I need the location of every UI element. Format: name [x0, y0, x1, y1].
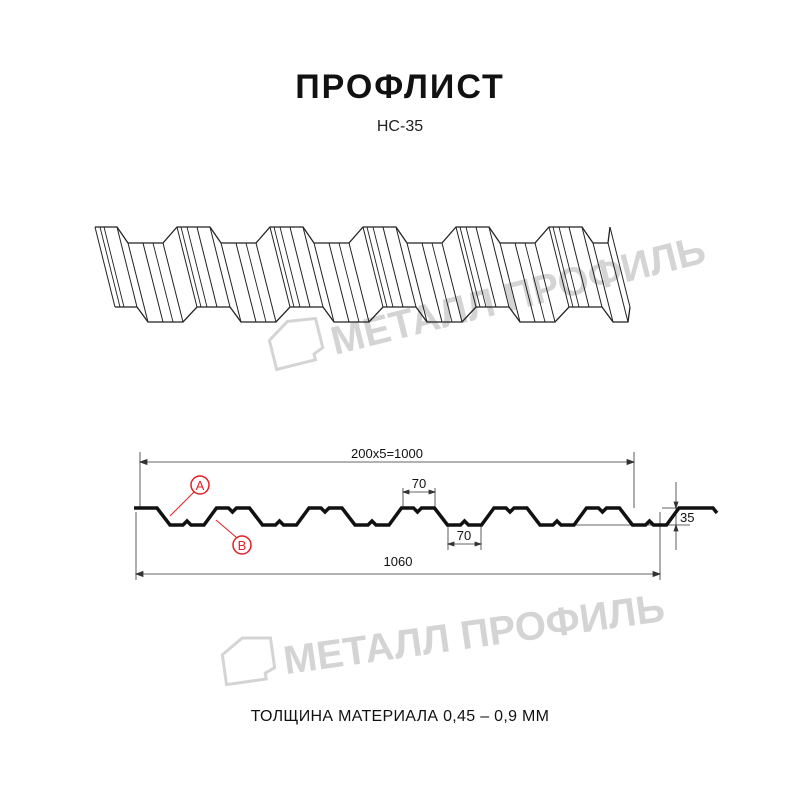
sheet-rib-line	[279, 226, 301, 308]
sheet-fold-line	[382, 226, 404, 308]
sheet-fold-line	[581, 226, 603, 308]
marker-b-label: B	[238, 538, 247, 553]
sheet-fold-line	[395, 226, 417, 308]
sheet-rib-line	[431, 242, 453, 323]
page-title: ПРОФЛИСТ	[295, 68, 505, 106]
sheet-top-edge	[95, 226, 611, 244]
sheet-fold-line	[209, 226, 231, 308]
pitch-dimension-label: 200x5=1000	[351, 446, 423, 461]
sheet-rib-line	[552, 226, 574, 308]
sheet-fold-line	[607, 242, 629, 323]
sheet-fold-line	[220, 242, 242, 323]
sheet-fold-line	[328, 242, 350, 323]
dimension-lines	[134, 452, 690, 580]
sheet-rib-line	[273, 226, 295, 308]
sheet-rib-line	[558, 226, 580, 308]
marker-a: A	[169, 475, 210, 517]
sheet-fold-line	[362, 226, 384, 308]
sheet-fold-line	[176, 226, 198, 308]
sheet-rib-line	[152, 242, 174, 323]
sheet-fold-line	[127, 242, 149, 323]
sheet-fold-line	[313, 242, 335, 323]
sheet-fold-line	[499, 242, 521, 323]
sheet-fold-line	[94, 226, 116, 308]
height-label: 35	[680, 510, 694, 525]
sheet-rib-line	[338, 242, 360, 323]
sheet-fold-line	[548, 226, 570, 308]
sheet-fold-line	[406, 242, 428, 323]
sheet-fold-line	[488, 226, 510, 308]
sheet-fold-line	[348, 242, 370, 323]
marker-a-label: A	[196, 478, 205, 493]
marker-b: B	[215, 519, 252, 555]
sheet-fold-line	[534, 242, 556, 323]
sheet-fold-line	[289, 226, 311, 308]
sheet-fold-line	[592, 242, 614, 323]
sheet-rib-line	[459, 226, 481, 308]
profile-cross-section	[134, 506, 719, 527]
sheet-rib-line	[372, 226, 394, 308]
sheet-rib-line	[524, 242, 546, 323]
sheet-fold-line	[302, 226, 324, 308]
watermark-text: МЕТАЛЛ ПРОФИЛЬ	[281, 586, 668, 683]
profile-model: НС-35	[376, 118, 424, 135]
sheet-rib-line	[103, 226, 125, 308]
sheet-fold-line	[609, 226, 631, 308]
sheet-rib-line	[366, 226, 388, 308]
sheet-fold-line	[142, 242, 164, 323]
sheet-fold-line	[116, 226, 138, 308]
sheet-rib-line	[465, 226, 487, 308]
sheet-fold-line	[441, 242, 463, 323]
sheet-fold-line	[255, 242, 277, 323]
sheet-3d-view	[94, 226, 631, 323]
watermark-logo-icon	[267, 316, 325, 372]
watermark-logo-icon	[220, 636, 277, 687]
sheet-fold-line	[196, 226, 218, 308]
sheet-fold-line	[269, 226, 291, 308]
sheet-fold-line	[475, 226, 497, 308]
total-width-label: 1060	[384, 554, 413, 569]
sheet-rib-line	[180, 226, 202, 308]
valley-width-label: 70	[457, 528, 471, 543]
sheet-fold-line	[421, 242, 443, 323]
sheet-rib-line	[99, 226, 121, 308]
watermark-lower: МЕТАЛЛ ПРОФИЛЬ	[220, 586, 668, 687]
sheet-fold-line	[235, 242, 257, 323]
sheet-rib-line	[245, 242, 267, 323]
sheet-fold-line	[514, 242, 536, 323]
material-thickness: ТОЛЩИНА МАТЕРИАЛА 0,45 – 0,9 ММ	[250, 708, 550, 725]
sheet-fold-line	[568, 226, 590, 308]
crest-width-label: 70	[412, 476, 426, 491]
sheet-rib-line	[186, 226, 208, 308]
sheet-fold-line	[162, 242, 184, 323]
sheet-fold-line	[455, 226, 477, 308]
